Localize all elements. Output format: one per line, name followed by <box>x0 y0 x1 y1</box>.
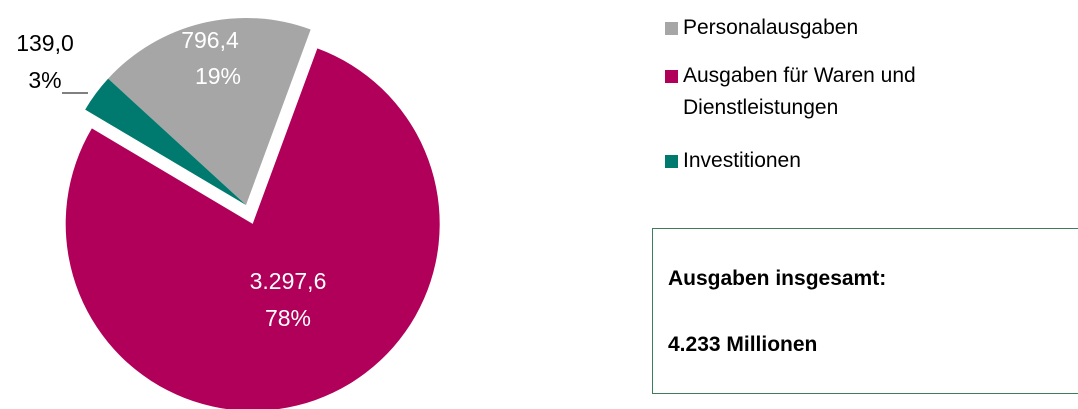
value-label: 796,4 <box>181 27 239 53</box>
chart: 796,4 19% 3.297,6 78% 139,0 3% <box>16 18 440 409</box>
legend-swatch <box>665 22 678 35</box>
legend-swatch <box>665 155 678 168</box>
value-label: 3.297,6 <box>250 268 327 294</box>
percentage-label: 3% <box>28 67 61 93</box>
legend-item: Ausgaben für Waren und Dienstleistungen <box>665 60 1003 124</box>
legend-item: Personalausgaben <box>665 12 1003 44</box>
pie-slice <box>85 78 247 205</box>
legend-label: Investitionen <box>683 149 801 172</box>
percentage-label: 78% <box>265 305 311 331</box>
legend-swatch <box>665 70 678 83</box>
legend-item: Investitionen <box>665 145 1003 177</box>
total-box: Ausgaben insgesamt: 4.233 Millionen <box>652 228 1078 394</box>
value-label: 139,0 <box>16 30 74 56</box>
pie-slice <box>108 18 311 206</box>
legend-label: Personalausgaben <box>683 16 859 39</box>
legend-label: Ausgaben für Waren und Dienstleistungen <box>683 64 916 119</box>
annotation: Ausgaben insgesamt: <box>668 267 887 290</box>
pie-slice <box>65 48 440 409</box>
percentage-label: 19% <box>195 63 241 89</box>
annotation: 4.233 Millionen <box>668 333 818 356</box>
